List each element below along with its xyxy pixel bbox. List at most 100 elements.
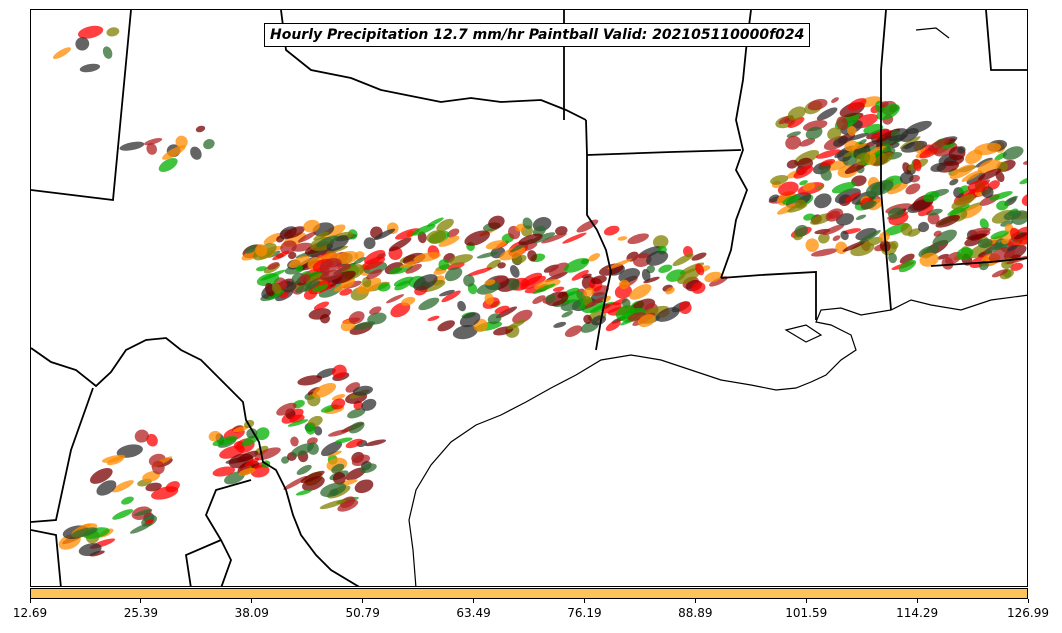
- paintball-blob: [369, 306, 382, 315]
- paintball-blob: [337, 250, 359, 265]
- paintball-blob: [238, 467, 256, 476]
- paintball-blob: [520, 272, 543, 287]
- paintball-blob: [787, 106, 806, 121]
- paintball-blob: [244, 457, 260, 467]
- paintball-blob: [476, 282, 501, 295]
- paintball-blob: [678, 301, 692, 315]
- paintball-blob: [1021, 193, 1027, 207]
- paintball-blob: [917, 221, 930, 233]
- paintball-blob: [77, 25, 104, 39]
- paintball-blob: [977, 238, 993, 249]
- paintball-blob: [677, 267, 701, 285]
- colorbar-tick-label: 126.99: [1007, 606, 1049, 620]
- paintball-blob: [112, 509, 134, 520]
- paintball-blob: [493, 275, 508, 284]
- paintball-blobs: [53, 25, 1027, 557]
- paintball-blob: [816, 184, 825, 191]
- paintball-blob: [1000, 220, 1014, 227]
- paintball-blob: [388, 237, 412, 252]
- paintball-blob: [1002, 146, 1024, 160]
- paintball-blob: [527, 250, 537, 262]
- paintball-blob: [1014, 232, 1027, 240]
- paintball-blob: [134, 429, 149, 443]
- paintball-blob: [803, 213, 815, 221]
- paintball-blob: [768, 194, 780, 203]
- paintball-blob: [534, 279, 561, 290]
- paintball-blob: [794, 224, 808, 237]
- paintball-blob: [967, 179, 990, 193]
- paintball-blob: [295, 265, 304, 272]
- paintball-blob: [331, 270, 356, 285]
- paintball-blob: [515, 223, 526, 232]
- paintball-blob: [305, 423, 316, 435]
- paintball-blob: [464, 230, 491, 246]
- paintball-blob: [858, 230, 881, 244]
- paintball-blob: [203, 139, 215, 150]
- paintball-blob: [1007, 195, 1018, 203]
- paintball-blob: [902, 162, 912, 175]
- paintball-blob: [446, 228, 460, 238]
- colorbar-tick-label: 25.39: [123, 606, 159, 620]
- paintball-blob: [508, 278, 520, 291]
- paintball-blob: [116, 444, 143, 458]
- paintball-blob: [532, 295, 546, 304]
- paintball-blob: [327, 450, 342, 457]
- paintball-blob: [583, 314, 592, 324]
- paintball-blob: [427, 315, 440, 322]
- paintball-blob: [847, 98, 867, 111]
- paintball-blob: [146, 433, 158, 447]
- paintball-blob: [1010, 262, 1024, 271]
- paintball-blob: [348, 311, 365, 325]
- paintball-blob: [332, 472, 346, 485]
- paintball-blob: [979, 218, 989, 230]
- paintball-blob: [326, 235, 349, 252]
- paintball-blob: [831, 182, 856, 194]
- paintball-blob: [1019, 175, 1027, 185]
- paintball-blob: [250, 464, 270, 478]
- paintball-blob: [814, 193, 832, 209]
- paintball-blob: [949, 164, 975, 180]
- paintball-blob: [888, 134, 908, 142]
- paintball-blob: [484, 279, 496, 286]
- paintball-blob: [320, 313, 330, 324]
- paintball-blob: [190, 146, 202, 160]
- paintball-blob: [319, 499, 346, 510]
- paintball-blob: [362, 277, 372, 288]
- mexico-state-line-2: [204, 479, 252, 586]
- paintball-blob: [617, 236, 628, 241]
- paintball-blob: [319, 269, 343, 282]
- paintball-blob: [603, 225, 620, 236]
- precipitation-map: [31, 10, 1027, 586]
- paintball-blob: [296, 464, 312, 475]
- colorbar-tick-mark: [1027, 599, 1029, 603]
- paintball-blob: [991, 269, 1008, 278]
- paintball-blob: [966, 233, 988, 240]
- paintball-blob: [399, 260, 419, 269]
- paintball-blob: [904, 142, 915, 150]
- paintball-blob: [887, 182, 908, 195]
- paintball-blob: [957, 146, 966, 154]
- paintball-blob: [553, 321, 567, 328]
- paintball-blob: [507, 319, 526, 330]
- paintball-blob: [158, 158, 178, 172]
- paintball-blob: [295, 280, 321, 293]
- paintball-blob: [932, 229, 957, 247]
- mexico-state-line-4: [31, 529, 62, 586]
- paintball-blob: [345, 438, 364, 449]
- paintball-blob: [452, 325, 478, 340]
- paintball-blob: [665, 287, 675, 295]
- paintball-blob: [996, 200, 1009, 211]
- paintball-blob: [411, 224, 436, 236]
- paintball-blob: [629, 284, 652, 300]
- paintball-blob: [571, 270, 589, 281]
- paintball-blob: [339, 288, 353, 296]
- paintball-blob: [334, 437, 353, 444]
- paintball-blob: [300, 470, 325, 484]
- paintball-blob: [815, 149, 841, 159]
- colorbar-tick-label: 88.89: [678, 606, 713, 620]
- paintball-blob: [444, 267, 463, 282]
- paintball-blob: [426, 217, 444, 227]
- colorbar-tick-mark: [916, 599, 918, 603]
- paintball-blob: [232, 425, 249, 433]
- paintball-blob: [820, 168, 832, 181]
